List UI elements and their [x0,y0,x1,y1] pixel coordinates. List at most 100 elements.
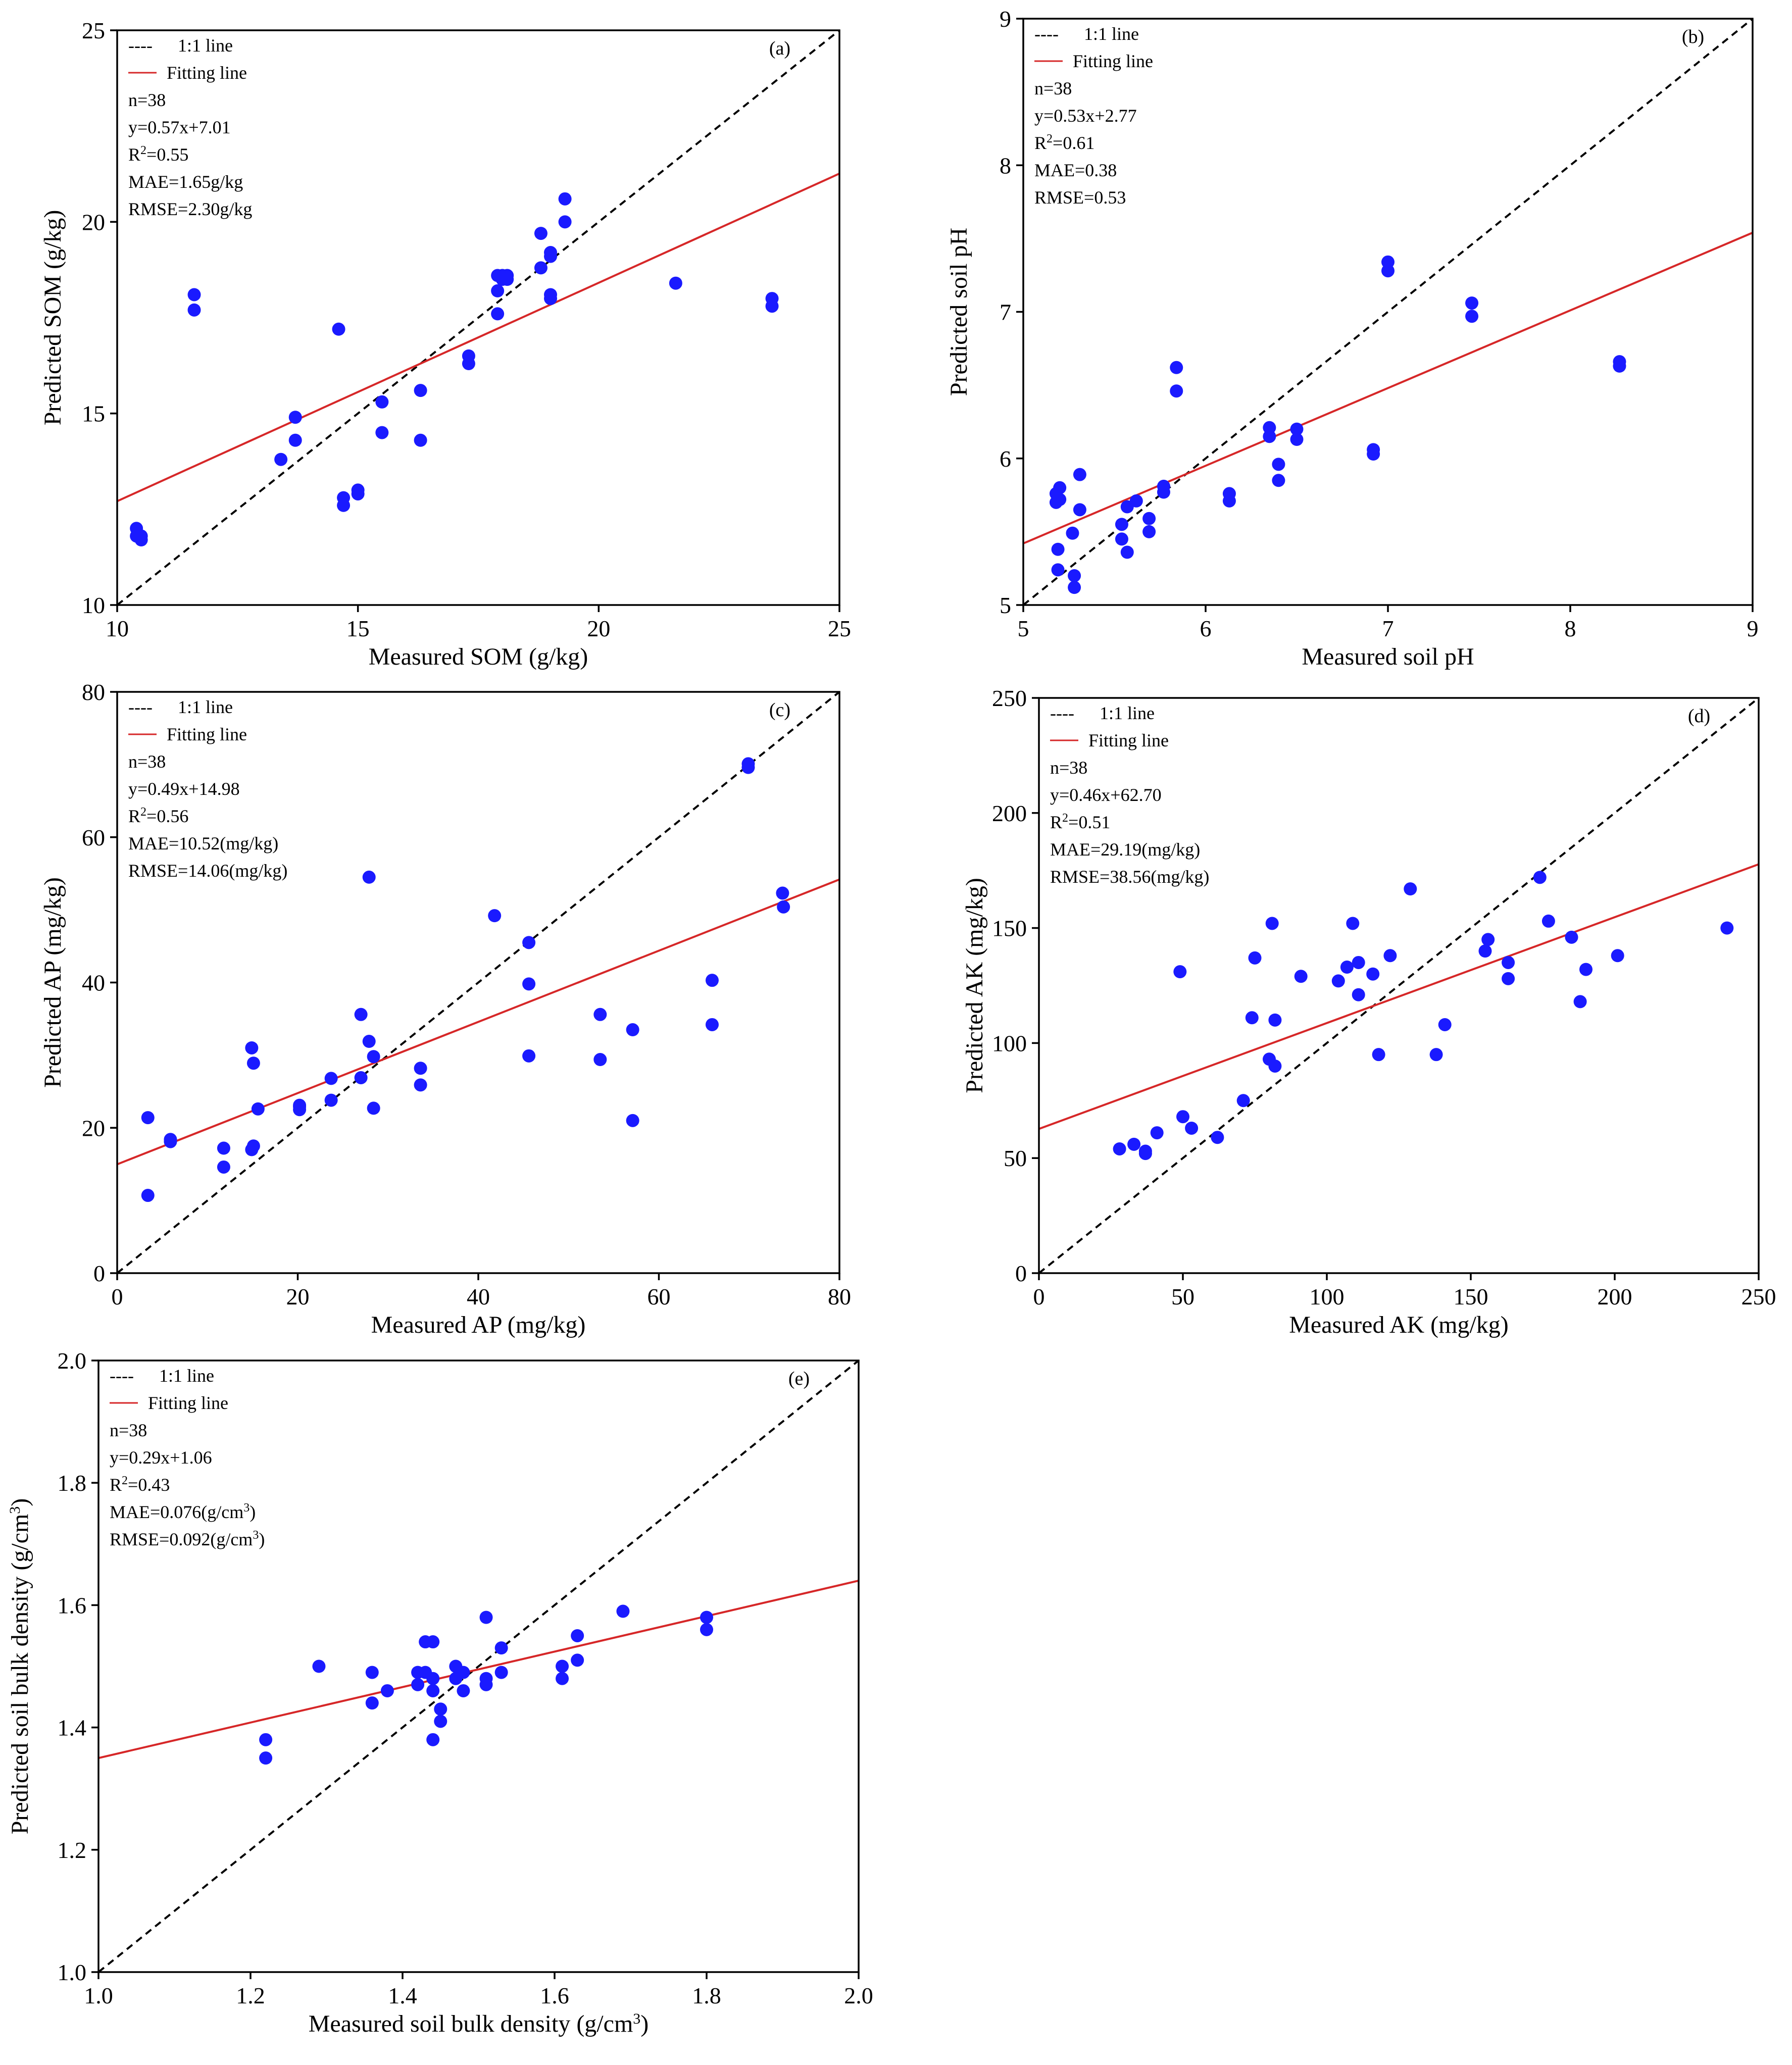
x-axis-title: Measured AK (mg/kg) [1289,1312,1509,1338]
data-point-14 [351,487,365,500]
data-point-12 [426,1672,440,1685]
data-point-28 [534,227,547,240]
data-point-8 [246,1056,260,1070]
data-point-31 [544,249,557,263]
data-point-20 [457,1684,470,1697]
stat-line-4: MAE=10.52(mg/kg) [128,833,278,853]
chart-panel-4: 0 50 100 150 200 250 0 50 100 150 200 250 Measured A… [961,685,1776,1338]
x-tick-label: 200 [1598,1284,1632,1309]
data-point-26 [556,1659,569,1673]
legend-dash-sample: ---- [110,1366,134,1386]
data-point-21 [1170,361,1183,374]
data-point-5 [1051,542,1065,556]
stat-line-3: R2=0.56 [128,805,188,826]
data-point-34 [1541,914,1555,928]
x-tick-label: 5 [1018,616,1029,641]
x-tick-label: 6 [1200,616,1212,641]
data-point-14 [426,1733,440,1746]
x-tick-label: 50 [1171,1284,1194,1309]
x-axis-title: Measured soil bulk density (g/cm3) [309,2010,649,2038]
data-point-24 [488,909,502,923]
data-point-20 [1157,485,1170,499]
data-point-15 [434,1702,447,1716]
data-point-17 [1294,970,1308,983]
y-tick-label: 200 [992,800,1027,826]
data-point-18 [1331,974,1345,988]
panel-label: (c) [769,699,790,721]
panel-label: (d) [1688,706,1710,727]
y-tick-label: 8 [1000,153,1011,178]
data-point-22 [414,1062,427,1075]
data-point-22 [491,284,505,297]
legend-1to1-label: 1:1 line [1100,703,1155,723]
legend-fit-label: Fitting line [167,724,247,744]
x-tick-label: 8 [1565,616,1576,641]
data-point-38 [765,299,779,313]
legend-fit-label: Fitting line [167,63,247,83]
y-tick-label: 1.2 [58,1837,87,1863]
data-point-19 [362,1035,376,1048]
data-point-5 [1150,1126,1164,1140]
y-tick-label: 9 [1000,6,1011,32]
data-point-39 [1720,921,1734,935]
data-point-5 [217,1141,230,1155]
panel-label: (e) [788,1368,810,1389]
data-point-38 [293,1100,307,1114]
data-point-32 [1502,972,1515,985]
data-point-15 [1120,545,1134,559]
data-point-38 [1613,359,1626,373]
stat-line-1: n=38 [1050,758,1087,778]
data-point-11 [1073,503,1086,517]
legend-dash-sample: ---- [1034,24,1059,44]
legend-fit-label: Fitting line [148,1393,228,1413]
x-tick-label: 0 [112,1284,123,1309]
one-to-one-line [1023,19,1753,605]
stat-line-3: R2=0.61 [1034,132,1094,153]
data-point-32 [705,974,719,987]
legend-dash-sample: ---- [128,697,153,717]
data-point-11 [251,1102,265,1116]
data-point-12 [337,498,351,512]
data-point-7 [245,1041,259,1054]
data-point-7 [274,452,288,466]
x-tick-label: 9 [1747,616,1759,641]
x-tick-label: 1.2 [236,1983,265,2008]
data-point-9 [1068,581,1081,594]
data-point-10 [1073,468,1086,481]
chart-panel-5: 1.0 1.2 1.4 1.6 1.8 2.0 1.0 1.2 1.4 1.6 1.8 2.0 Meas… [7,1348,873,2037]
data-point-30 [616,1604,630,1618]
data-point-6 [1173,965,1187,979]
y-axis-title: Predicted AK (mg/kg) [961,878,988,1093]
data-point-4 [164,1135,177,1148]
data-point-12 [1248,951,1262,965]
chart-panel-3: 0 20 40 60 80 0 20 40 60 80 Measured AP (mg/kg) Pre… [39,679,851,1338]
stat-line-2: y=0.49x+14.98 [128,779,240,799]
data-point-5 [187,288,201,301]
chart-panel-1: 10 15 20 25 10 15 20 25 Measured SOM (g/kg) Predi… [39,18,851,670]
x-tick-label: 80 [828,1284,851,1309]
x-tick-label: 1.8 [692,1983,721,2008]
y-tick-label: 10 [82,592,105,618]
x-tick-label: 2.0 [844,1983,873,2008]
data-point-15 [324,1093,338,1107]
data-point-8 [1185,1121,1199,1135]
data-point-31 [626,1114,639,1127]
y-axis-title: Predicted soil pH [945,228,972,396]
data-point-36 [776,886,789,900]
data-point-27 [1429,1048,1443,1062]
stat-line-2: y=0.53x+2.77 [1034,106,1137,126]
data-point-2 [1127,1137,1141,1151]
y-tick-label: 60 [82,825,105,850]
stat-line-2: y=0.57x+7.01 [128,117,231,137]
data-point-18 [362,870,376,884]
x-tick-label: 150 [1454,1284,1488,1309]
stat-line-5: RMSE=0.092(g/cm3) [110,1529,265,1549]
data-point-23 [491,307,505,321]
data-point-3 [312,1659,326,1673]
y-tick-label: 7 [1000,299,1011,325]
stat-line-2: y=0.29x+1.06 [110,1447,212,1468]
data-point-27 [556,1672,569,1685]
fitting-line [117,878,839,1166]
data-point-1 [259,1733,273,1746]
